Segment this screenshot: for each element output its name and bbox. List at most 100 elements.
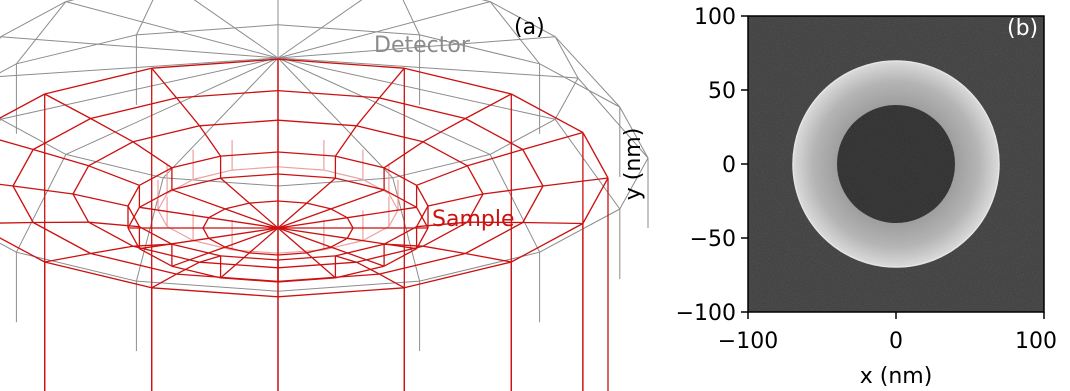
sample-edge bbox=[277, 89, 380, 99]
sample-edge bbox=[139, 206, 209, 219]
sample-edge bbox=[151, 287, 279, 298]
detector-edge bbox=[554, 119, 621, 210]
sample-edge bbox=[127, 206, 140, 229]
sample-edge bbox=[12, 185, 34, 223]
sample-edge bbox=[466, 193, 484, 223]
detector-edge bbox=[277, 280, 420, 292]
sample-edge bbox=[220, 151, 279, 157]
sample-edge bbox=[277, 255, 336, 261]
sample-edge bbox=[151, 58, 279, 69]
sample-edge bbox=[0, 139, 34, 151]
sample-inner-edge bbox=[388, 209, 399, 227]
sample-edge bbox=[422, 117, 466, 143]
sample-edge bbox=[356, 125, 424, 143]
sample-edge bbox=[404, 261, 512, 289]
sample-edge bbox=[171, 265, 221, 279]
sample-edge bbox=[127, 227, 140, 250]
x-tick-label: 100 bbox=[1015, 329, 1057, 354]
sample-edge bbox=[220, 255, 279, 261]
sample-edge bbox=[378, 67, 405, 99]
detector-edge bbox=[392, 177, 421, 282]
x-tick-label: 0 bbox=[889, 329, 903, 354]
detector-edge bbox=[489, 154, 541, 253]
sample-edge bbox=[249, 200, 279, 204]
y-tick-label: 0 bbox=[722, 153, 736, 178]
y-axis-label: y (nm) bbox=[621, 128, 646, 201]
detector-edge bbox=[162, 57, 279, 179]
sample-inner-edge bbox=[192, 169, 233, 181]
sample-edge bbox=[32, 221, 91, 255]
sample-edge bbox=[0, 237, 46, 263]
detector-edge bbox=[16, 34, 137, 65]
sample-edge bbox=[277, 277, 336, 283]
sample-wireframe bbox=[0, 58, 609, 391]
detector-edge bbox=[277, 24, 420, 36]
sample-edge bbox=[151, 273, 177, 289]
sample-edge bbox=[383, 141, 424, 169]
detector-edge bbox=[489, 118, 556, 155]
sample-edge bbox=[171, 243, 221, 257]
sample-edge bbox=[88, 221, 134, 247]
sample-edge bbox=[330, 237, 348, 248]
sample-edge bbox=[482, 185, 544, 195]
sample-edge bbox=[465, 252, 512, 263]
sample-edge bbox=[139, 226, 173, 245]
sample-edge bbox=[277, 200, 307, 204]
detector-edge bbox=[554, 36, 579, 79]
sample-edge bbox=[176, 89, 279, 99]
detector-edge bbox=[277, 57, 394, 179]
sample-edge bbox=[0, 93, 46, 119]
y-tick-label: 50 bbox=[708, 79, 736, 104]
sample-edge bbox=[422, 221, 468, 247]
sample-edge bbox=[306, 202, 332, 210]
sample-edge bbox=[220, 252, 250, 279]
sample-edge bbox=[582, 132, 609, 179]
sample-label: Sample bbox=[432, 207, 515, 232]
sample-inner-edge bbox=[323, 239, 364, 251]
sample-edge bbox=[90, 97, 177, 120]
detector-edge bbox=[489, 1, 556, 38]
sample-edge bbox=[248, 227, 279, 254]
detector-edge bbox=[65, 0, 75, 3]
sample-edge bbox=[383, 167, 417, 186]
sample-edge bbox=[12, 185, 74, 195]
detector-edge bbox=[136, 280, 279, 292]
sample-edge bbox=[335, 243, 385, 257]
detector-edge bbox=[577, 77, 649, 159]
sample-edge bbox=[132, 245, 200, 263]
sample-edge bbox=[44, 261, 152, 289]
sample-edge bbox=[306, 246, 332, 254]
sample-edge bbox=[132, 125, 200, 143]
detector-edge bbox=[277, 57, 579, 79]
sample-inner-edge bbox=[157, 193, 168, 211]
sample-edge bbox=[306, 252, 336, 279]
sample-edge bbox=[277, 261, 357, 269]
y-tick-label: −50 bbox=[690, 227, 736, 252]
detector-edge bbox=[0, 57, 279, 120]
detector-edge bbox=[419, 34, 540, 65]
sample-edge bbox=[0, 221, 34, 224]
detector-edge bbox=[277, 1, 491, 59]
sample-edge bbox=[416, 184, 429, 207]
sample-edge bbox=[404, 67, 512, 95]
sample-edge bbox=[199, 255, 221, 263]
sample-edge bbox=[224, 208, 279, 229]
sample-edge bbox=[202, 227, 210, 239]
sample-edge bbox=[202, 217, 210, 229]
detector-edge bbox=[481, 0, 491, 3]
sample-edge bbox=[199, 261, 279, 269]
sample-edge bbox=[199, 119, 279, 127]
sample-edge bbox=[416, 206, 429, 229]
sample-inner-edge bbox=[166, 225, 194, 242]
sample-edge bbox=[379, 252, 466, 275]
sample-edge bbox=[44, 67, 152, 95]
x-axis: −100 0 100 x (nm) bbox=[718, 312, 1057, 389]
y-tick-label: 100 bbox=[694, 5, 736, 30]
sample-edge bbox=[88, 165, 140, 186]
sample-edge bbox=[277, 173, 336, 179]
sample-edge bbox=[32, 117, 91, 151]
sample-edge bbox=[422, 245, 466, 255]
sample-edge bbox=[542, 177, 609, 187]
sample-edge bbox=[467, 148, 523, 167]
